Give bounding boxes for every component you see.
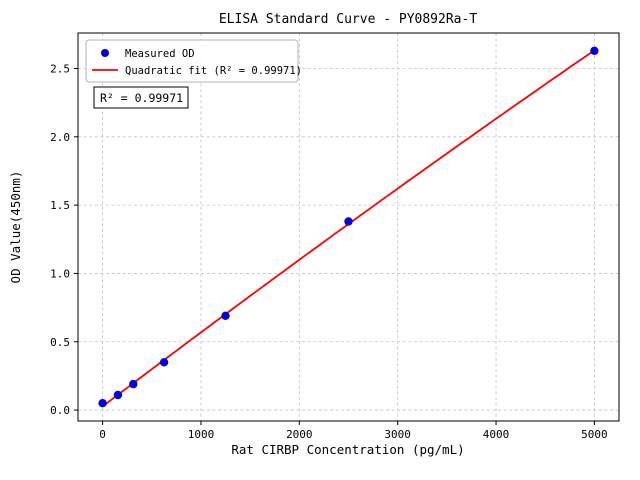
annotation-box — [93, 86, 189, 109]
x-tick-label: 1000 — [188, 428, 215, 441]
data-point — [129, 379, 138, 389]
data-point — [98, 399, 107, 408]
legend-marker-measured-od-icon — [101, 49, 109, 57]
plot-frame — [77, 32, 620, 422]
x-tick-label: 4000 — [483, 428, 510, 441]
legend: Measured OD Quadratic fit (R² = 0.99971) — [85, 39, 302, 83]
y-tick-label: 0.5 — [50, 336, 70, 349]
y-tick-label: 2.5 — [50, 63, 70, 76]
x-tick-label: 0 — [99, 428, 106, 441]
x-tick-label: 3000 — [384, 428, 411, 441]
legend-label-measured-od: Measured OD — [125, 48, 195, 60]
y-axis-label: OD Value(450nm) — [8, 171, 23, 284]
y-tick-label: 2.0 — [50, 131, 70, 144]
annotation-text: R² = 0.99971 — [100, 91, 183, 105]
axis-layer: 0 1000 2000 3000 4000 5000 0.0 0.5 1.0 1.5 2.0 2.5 — [50, 32, 620, 441]
data-point — [590, 46, 599, 55]
x-axis-label: Rat CIRBP Concentration (pg/mL) — [231, 442, 464, 457]
x-tick-label: 2000 — [286, 428, 313, 441]
r-squared-annotation: R² = 0.99971 — [93, 86, 189, 109]
data-point — [344, 217, 353, 226]
plot-layer — [98, 46, 599, 408]
y-tick-label: 1.0 — [50, 267, 70, 280]
legend-label-quadratic-fit: Quadratic fit (R² = 0.99971) — [125, 65, 302, 77]
data-point — [221, 311, 230, 320]
y-tick-label: 1.5 — [50, 199, 70, 212]
chart-title: ELISA Standard Curve - PY0892Ra-T — [219, 12, 477, 27]
data-point — [159, 358, 169, 367]
legend-frame — [85, 39, 299, 83]
x-tick-label: 5000 — [581, 428, 608, 441]
y-tick-label: 0.0 — [50, 404, 70, 417]
data-point — [113, 390, 123, 400]
